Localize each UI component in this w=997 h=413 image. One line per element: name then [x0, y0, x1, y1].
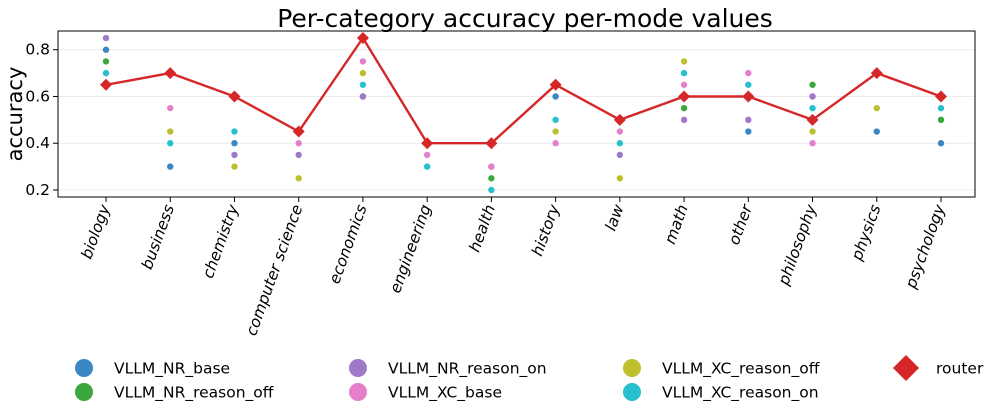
point-vllm-xc-reason-off [167, 128, 174, 135]
point-vllm-nr-reason-off [937, 116, 945, 124]
point-vllm-xc-base [809, 140, 816, 147]
router-line [105, 36, 942, 145]
point-vllm-nr-reason-on [231, 151, 238, 159]
point-vllm-xc-reason-on [167, 140, 174, 147]
router-line-layer [105, 36, 942, 145]
point-vllm-xc-reason-on [680, 69, 688, 77]
point-vllm-nr-reason-off [680, 104, 688, 112]
legend-label-router: router [936, 360, 984, 378]
point-vllm-xc-reason-on [937, 104, 945, 112]
y-tick-label: 0.4 [25, 134, 50, 152]
point-vllm-nr-base [873, 128, 880, 135]
point-vllm-xc-reason-on [231, 128, 238, 135]
point-router [421, 137, 434, 150]
point-router [164, 67, 177, 80]
point-router [613, 113, 626, 126]
point-vllm-nr-base [167, 163, 174, 170]
point-vllm-xc-reason-off [552, 128, 559, 135]
point-vllm-nr-base [552, 93, 559, 100]
point-vllm-xc-base [423, 151, 431, 159]
legend-label-vllm-xc-base: VLLM_XC_base [388, 384, 502, 403]
point-vllm-nr-reason-on [616, 151, 624, 159]
legend-marker-vllm-xc-reason-off [623, 359, 641, 377]
point-vllm-nr-reason-on [359, 93, 367, 100]
chart-title: Per-category accuracy per-mode values [277, 4, 773, 33]
point-vllm-nr-base [937, 140, 945, 147]
point-vllm-xc-reason-off [359, 69, 367, 77]
point-vllm-xc-reason-off [295, 175, 302, 182]
point-vllm-nr-reason-on [102, 34, 110, 42]
point-vllm-xc-base [616, 128, 624, 135]
point-vllm-xc-reason-on [359, 81, 367, 88]
point-vllm-xc-base [552, 140, 559, 147]
point-router [100, 78, 112, 91]
point-vllm-xc-base [167, 104, 174, 112]
point-router [935, 90, 947, 103]
legend-label-vllm-nr-base: VLLM_NR_base [114, 360, 230, 379]
point-vllm-xc-reason-on [552, 116, 559, 124]
point-vllm-nr-base [231, 140, 238, 147]
point-vllm-xc-reason-off [231, 163, 238, 170]
y-tick-label: 0.8 [25, 41, 50, 59]
point-router [806, 113, 819, 126]
point-vllm-xc-reason-on [102, 69, 110, 77]
legend-marker-vllm-nr-reason-on [349, 359, 367, 377]
point-vllm-nr-reason-off [102, 58, 110, 65]
point-router [356, 32, 369, 45]
y-axis: 0.2 0.4 0.6 0.8 [25, 41, 58, 199]
legend-label-vllm-nr-reason-on: VLLM_NR_reason_on [388, 360, 547, 379]
y-tick-label: 0.6 [25, 87, 50, 105]
legend-label-vllm-nr-reason-off: VLLM_NR_reason_off [114, 384, 274, 403]
point-router [485, 137, 498, 150]
y-axis-label: accuracy [3, 67, 27, 162]
legend-marker-vllm-xc-reason-on [623, 383, 641, 401]
legend-label-vllm-xc-reason-off: VLLM_XC_reason_off [662, 360, 820, 379]
point-vllm-xc-reason-off [809, 128, 816, 135]
point-vllm-nr-base [745, 128, 752, 135]
point-vllm-nr-reason-on [745, 116, 752, 124]
point-vllm-nr-reason-off [809, 81, 816, 88]
legend-marker-router [893, 355, 919, 381]
point-vllm-xc-base [745, 69, 752, 77]
point-vllm-xc-reason-off [873, 104, 880, 112]
point-vllm-xc-reason-on [423, 163, 431, 170]
point-vllm-xc-base [359, 58, 367, 65]
legend: VLLM_NR_base VLLM_NR_reason_on VLLM_XC_rea… [75, 355, 984, 403]
point-vllm-xc-base [488, 163, 495, 170]
point-vllm-xc-reason-on [809, 104, 816, 112]
point-vllm-xc-reason-on [488, 186, 495, 194]
point-vllm-nr-base [102, 46, 110, 53]
plot-area-frame [57, 30, 976, 198]
point-router [870, 67, 883, 80]
point-vllm-xc-reason-on [745, 81, 752, 88]
point-router [228, 90, 241, 103]
point-router [292, 125, 305, 138]
point-vllm-xc-base [295, 140, 302, 147]
point-router [549, 78, 562, 91]
legend-marker-vllm-nr-base [75, 359, 93, 377]
point-vllm-nr-reason-off [488, 175, 495, 182]
legend-marker-vllm-xc-base [349, 383, 367, 401]
point-vllm-nr-reason-on [295, 151, 302, 159]
legend-label-vllm-xc-reason-on: VLLM_XC_reason_on [662, 384, 819, 403]
point-vllm-xc-reason-off [680, 58, 688, 65]
point-vllm-nr-reason-on [809, 93, 816, 100]
point-router [742, 90, 755, 103]
data-points [100, 32, 947, 194]
y-tick-label: 0.2 [25, 181, 50, 199]
point-vllm-xc-reason-off [616, 175, 624, 182]
point-vllm-xc-base [680, 81, 688, 88]
grid-lines [58, 49, 975, 191]
point-vllm-xc-reason-on [616, 140, 624, 147]
point-router [678, 90, 691, 103]
legend-marker-vllm-nr-reason-off [75, 383, 93, 401]
point-vllm-nr-reason-on [680, 116, 688, 124]
